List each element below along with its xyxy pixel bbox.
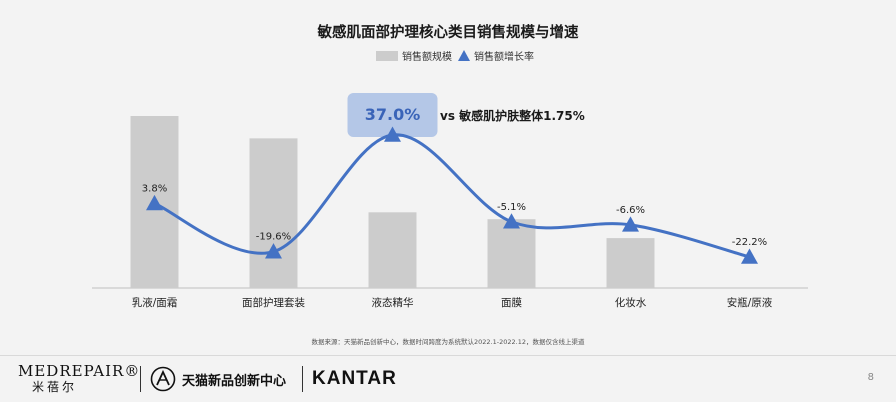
medrepair-brand-cn: 米蓓尔	[32, 380, 78, 394]
x-tick-label: 面部护理套装	[242, 296, 305, 309]
tmic-name: 天猫新品创新中心	[182, 373, 287, 389]
chart-title: 敏感肌面部护理核心类目销售规模与增速	[317, 23, 579, 41]
x-tick-label: 面膜	[501, 297, 522, 309]
legend-line-swatch	[458, 50, 470, 61]
logo-separator	[302, 366, 303, 392]
kantar-logo: KANTAR	[312, 368, 397, 389]
page-number: 8	[867, 372, 874, 383]
growth-marker-5	[622, 216, 639, 232]
footer-divider	[0, 355, 896, 356]
legend-line-label: 销售额增长率	[474, 50, 534, 63]
legend: 销售额规模 销售额增长率	[376, 50, 534, 63]
bar-2	[249, 138, 298, 288]
tmic-logo: 天猫新品创新中心	[150, 366, 286, 392]
bar-5	[606, 238, 655, 288]
growth-marker-4	[503, 213, 520, 229]
sales-growth-chart: 敏感肌面部护理核心类目销售规模与增速 销售额规模 销售额增长率 3.8% -19.…	[92, 23, 808, 346]
x-tick-label: 化妆水	[615, 296, 647, 309]
x-tick-label: 乳液/面霜	[132, 296, 178, 309]
growth-marker-3	[384, 126, 401, 142]
x-tick-label: 安瓶/原液	[727, 296, 773, 309]
highlight-note: vs 敏感肌护肤整体1.75%	[440, 108, 585, 123]
highlight-box	[347, 93, 438, 137]
medrepair-logo: MEDREPAIR® 米蓓尔	[18, 362, 141, 398]
logo-separator	[140, 366, 141, 392]
legend-bar-swatch	[376, 51, 398, 61]
growth-data-label: -5.1%	[497, 202, 526, 213]
growth-line	[153, 133, 750, 259]
growth-data-label: 37.0%	[365, 105, 421, 124]
growth-data-label: 3.8%	[142, 183, 167, 194]
growth-data-label: -22.2%	[732, 237, 767, 248]
growth-marker-2	[265, 243, 282, 259]
source-note: 数据来源：天猫新品创新中心，数据时间跨度为系统默认2022.1-2022.12，…	[312, 337, 585, 346]
tmic-emblem-icon	[150, 366, 176, 392]
growth-data-label: -6.6%	[616, 205, 645, 216]
x-tick-label: 液态精华	[372, 296, 414, 309]
growth-marker-6	[741, 248, 758, 264]
medrepair-brand: MEDREPAIR®	[18, 362, 141, 380]
bar-3	[368, 212, 417, 288]
legend-bar-label: 销售额规模	[402, 50, 452, 63]
growth-data-label: -19.6%	[256, 232, 291, 243]
growth-marker-1	[146, 194, 163, 211]
bar-4	[487, 219, 536, 288]
